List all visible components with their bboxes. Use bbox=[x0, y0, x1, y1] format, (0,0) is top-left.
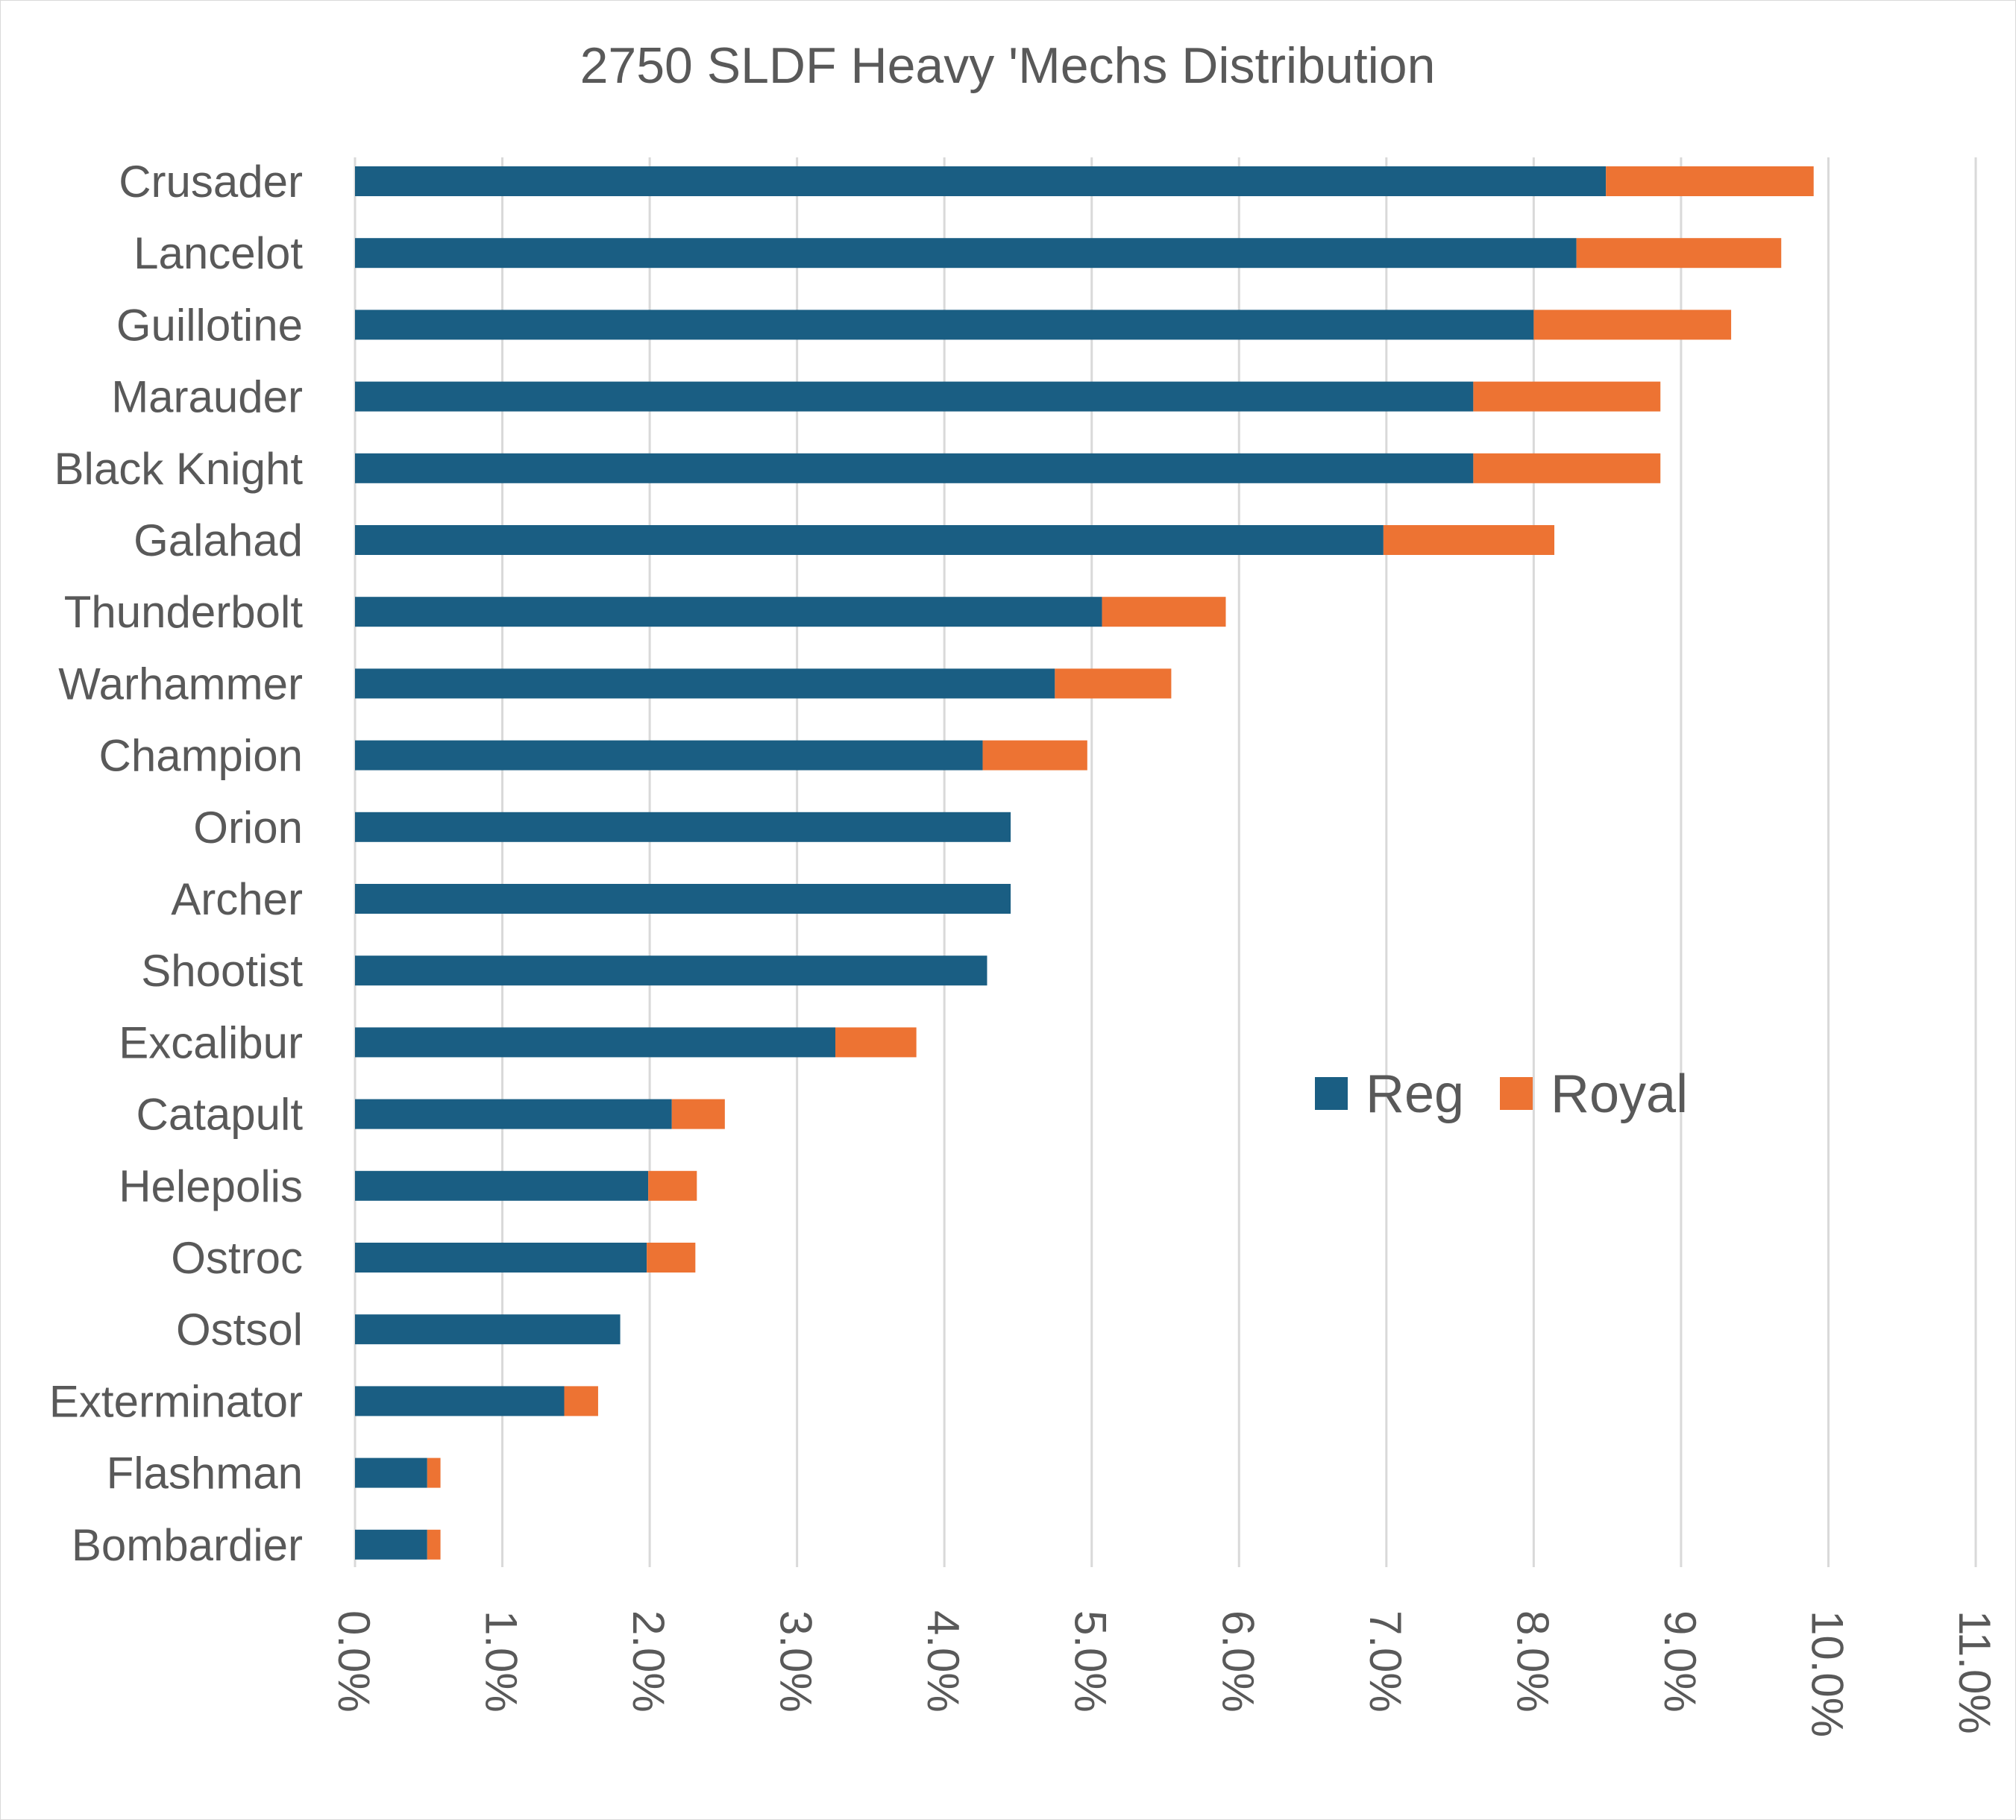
category-label: Catapult bbox=[136, 1090, 304, 1140]
x-tick-label: 10.0% bbox=[1802, 1610, 1852, 1737]
bar-reg-galahad bbox=[355, 525, 1384, 555]
bar-royal-black-knight bbox=[1473, 453, 1661, 483]
category-label: Lancelot bbox=[134, 228, 303, 278]
category-label: Thunderbolt bbox=[64, 587, 304, 637]
bar-royal-helepolis bbox=[648, 1170, 697, 1201]
category-label: Champion bbox=[99, 731, 304, 781]
category-label: Warhammer bbox=[58, 659, 303, 709]
legend-swatch bbox=[1315, 1077, 1348, 1110]
x-tick-label: 6.0% bbox=[1213, 1610, 1263, 1713]
bar-royal-guillotine bbox=[1533, 310, 1732, 340]
bar-reg-archer bbox=[355, 884, 1011, 914]
legend: Reg Royal bbox=[1315, 1064, 1688, 1124]
category-label: Ostsol bbox=[176, 1305, 303, 1355]
bar-reg-bombardier bbox=[355, 1529, 427, 1560]
category-label: Ostroc bbox=[171, 1233, 303, 1283]
category-label: Galahad bbox=[134, 515, 303, 565]
bar-royal-thunderbolt bbox=[1102, 597, 1226, 627]
bar-reg-shootist bbox=[355, 956, 987, 986]
bar-reg-crusader bbox=[355, 166, 1607, 196]
bar-royal-warhammer bbox=[1055, 668, 1172, 699]
category-label: Excalibur bbox=[119, 1017, 303, 1067]
bar-reg-guillotine bbox=[355, 310, 1534, 340]
bar-reg-orion bbox=[355, 812, 1011, 842]
bar-royal-catapult bbox=[671, 1099, 725, 1129]
category-labels: Crusader Lancelot Guillotine Marauder Black … bbox=[49, 157, 303, 1570]
bar-reg-helepolis bbox=[355, 1170, 649, 1201]
category-label: Guillotine bbox=[116, 300, 303, 350]
bar-royal-excalibur bbox=[835, 1027, 917, 1058]
x-tick-label: 0.0% bbox=[329, 1610, 379, 1713]
bar-reg-ostroc bbox=[355, 1243, 647, 1273]
bar-royal-crusader bbox=[1606, 166, 1814, 196]
category-label: Black Knight bbox=[54, 444, 303, 494]
category-label: Marauder bbox=[111, 372, 303, 422]
bar-reg-ostsol bbox=[355, 1314, 621, 1345]
bar-royal-bombardier bbox=[427, 1529, 441, 1560]
bar-reg-black-knight bbox=[355, 453, 1474, 483]
bar-reg-lancelot bbox=[355, 238, 1577, 269]
category-label: Bombardier bbox=[72, 1520, 303, 1570]
bar-royal-ostroc bbox=[647, 1243, 696, 1273]
bars bbox=[355, 166, 1814, 1560]
bar-reg-catapult bbox=[355, 1099, 672, 1129]
x-tick-label: 9.0% bbox=[1655, 1610, 1705, 1713]
legend-label: Royal bbox=[1551, 1064, 1688, 1124]
x-tick-label: 3.0% bbox=[771, 1610, 821, 1713]
bar-reg-marauder bbox=[355, 381, 1474, 412]
gridlines bbox=[354, 157, 1977, 1567]
bar-reg-warhammer bbox=[355, 668, 1055, 699]
bar-reg-champion bbox=[355, 740, 983, 771]
category-label: Orion bbox=[193, 803, 303, 853]
category-label: Flashman bbox=[107, 1449, 303, 1499]
bar-reg-excalibur bbox=[355, 1027, 835, 1058]
category-label: Crusader bbox=[119, 157, 303, 207]
x-tick-label: 11.0% bbox=[1950, 1610, 2000, 1734]
bar-reg-exterminator bbox=[355, 1386, 565, 1416]
bar-royal-lancelot bbox=[1576, 238, 1782, 269]
legend-swatch bbox=[1500, 1077, 1533, 1110]
x-tick-label: 2.0% bbox=[624, 1610, 673, 1713]
bar-reg-thunderbolt bbox=[355, 597, 1102, 627]
bar-royal-flashman bbox=[427, 1457, 441, 1488]
x-tick-label: 7.0% bbox=[1360, 1610, 1410, 1713]
bar-reg-flashman bbox=[355, 1457, 427, 1488]
category-label: Shootist bbox=[141, 946, 303, 996]
bar-royal-exterminator bbox=[564, 1386, 598, 1416]
bar-royal-champion bbox=[982, 740, 1087, 771]
category-label: Exterminator bbox=[49, 1376, 303, 1426]
chart-title: 2750 SLDF Heavy 'Mechs Distribution bbox=[580, 37, 1436, 94]
x-tick-label: 4.0% bbox=[918, 1610, 968, 1713]
x-tick-label: 5.0% bbox=[1066, 1610, 1116, 1713]
x-tick-label: 8.0% bbox=[1507, 1610, 1557, 1713]
x-tick-label: 1.0% bbox=[477, 1610, 527, 1713]
category-label: Archer bbox=[171, 874, 303, 924]
category-label: Helepolis bbox=[119, 1161, 303, 1211]
bar-royal-galahad bbox=[1383, 525, 1555, 555]
legend-label: Reg bbox=[1366, 1064, 1464, 1124]
bar-royal-marauder bbox=[1473, 381, 1661, 412]
x-axis-tick-labels: 0.0% 1.0% 2.0% 3.0% 4.0% 5.0% 6.0% 7.0% 8.0% 9.0%… bbox=[329, 1610, 2000, 1737]
